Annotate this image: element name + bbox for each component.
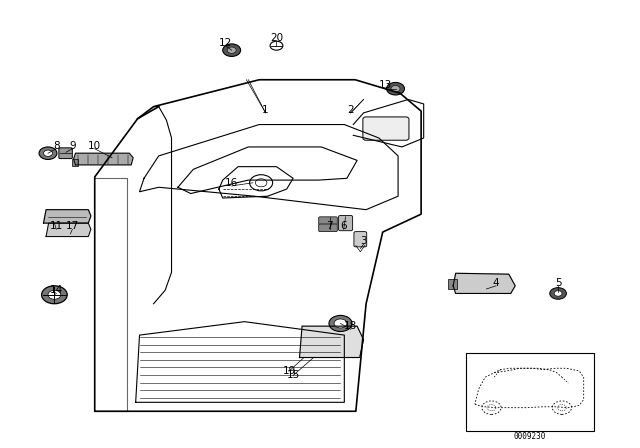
Circle shape xyxy=(270,41,283,50)
Text: 19: 19 xyxy=(283,366,296,376)
Text: 3: 3 xyxy=(360,236,367,246)
Circle shape xyxy=(387,82,404,95)
Text: 15: 15 xyxy=(287,370,300,380)
Text: 10: 10 xyxy=(88,141,101,151)
Circle shape xyxy=(334,319,347,328)
Text: 11: 11 xyxy=(50,221,63,231)
Polygon shape xyxy=(74,153,133,165)
Text: 17: 17 xyxy=(66,221,79,231)
Circle shape xyxy=(329,315,352,332)
Text: 5: 5 xyxy=(555,278,561,288)
Bar xyxy=(448,279,457,289)
Text: 14: 14 xyxy=(50,285,63,295)
Bar xyxy=(72,159,78,166)
FancyBboxPatch shape xyxy=(59,148,72,159)
Circle shape xyxy=(227,47,236,53)
Text: 8: 8 xyxy=(53,141,60,151)
FancyBboxPatch shape xyxy=(354,232,367,247)
Text: 16: 16 xyxy=(225,178,238,188)
Text: 2: 2 xyxy=(348,105,354,115)
Text: 20: 20 xyxy=(270,33,283,43)
Text: 13: 13 xyxy=(379,80,392,90)
FancyBboxPatch shape xyxy=(363,117,409,140)
Circle shape xyxy=(48,290,61,299)
Polygon shape xyxy=(46,223,91,237)
Circle shape xyxy=(255,179,267,187)
Bar xyxy=(466,353,594,431)
Polygon shape xyxy=(44,210,91,223)
Text: 18: 18 xyxy=(344,321,357,331)
Polygon shape xyxy=(300,326,364,358)
FancyBboxPatch shape xyxy=(319,217,337,224)
Circle shape xyxy=(223,44,241,56)
Circle shape xyxy=(487,405,496,411)
Text: 12: 12 xyxy=(219,38,232,47)
Circle shape xyxy=(557,405,566,411)
FancyBboxPatch shape xyxy=(339,215,353,231)
Circle shape xyxy=(391,86,400,92)
Circle shape xyxy=(44,150,52,156)
Text: 4: 4 xyxy=(493,278,499,288)
Circle shape xyxy=(42,286,67,304)
Polygon shape xyxy=(453,273,515,293)
Circle shape xyxy=(554,291,562,296)
Circle shape xyxy=(250,175,273,191)
FancyBboxPatch shape xyxy=(319,224,337,232)
Circle shape xyxy=(482,401,501,414)
Circle shape xyxy=(552,401,572,414)
Circle shape xyxy=(39,147,57,159)
Text: 6: 6 xyxy=(340,221,347,231)
Text: 1: 1 xyxy=(262,105,269,115)
Circle shape xyxy=(550,288,566,299)
Text: 0009230: 0009230 xyxy=(514,432,546,441)
Text: 9: 9 xyxy=(69,141,76,151)
Text: 7: 7 xyxy=(326,221,333,231)
